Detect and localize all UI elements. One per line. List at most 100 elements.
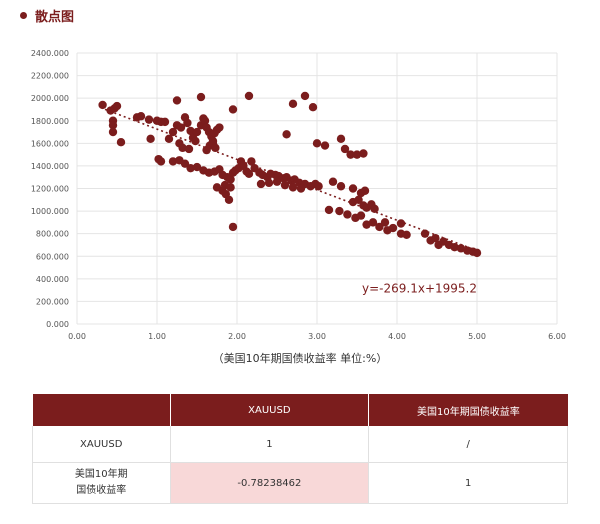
table-header-treasury: 美国10年期国债收益率 — [368, 394, 568, 426]
data-point — [288, 183, 298, 192]
x-tick-label: 2.00 — [228, 332, 246, 340]
data-point — [368, 218, 378, 227]
data-point — [108, 121, 118, 130]
data-point — [184, 144, 194, 154]
data-point — [282, 130, 291, 139]
y-tick-label: 1800.000 — [31, 117, 69, 126]
data-point — [348, 184, 358, 193]
data-point — [362, 220, 371, 229]
table-cell: 1 — [368, 462, 568, 504]
data-point — [354, 195, 363, 204]
data-point — [346, 150, 355, 159]
data-point — [328, 177, 338, 186]
y-tick-label: 1200.000 — [31, 185, 69, 194]
table-cell: / — [368, 426, 568, 463]
y-tick-label: 800.000 — [36, 230, 69, 239]
x-tick-label: 0.00 — [68, 332, 86, 340]
x-tick-label: 4.00 — [388, 332, 406, 340]
x-tick-label: 3.00 — [308, 332, 326, 340]
data-point — [296, 184, 306, 193]
y-tick-label: 0.000 — [46, 320, 69, 329]
bullet-dot-icon — [20, 11, 27, 19]
data-point — [343, 210, 352, 219]
data-point — [144, 115, 154, 124]
scatter-chart: 0.000 200.000 400.000 600.000 800.000 1000.00… — [31, 49, 566, 340]
section-title: 散点图 — [35, 9, 75, 25]
data-point — [178, 143, 187, 153]
data-point — [136, 112, 146, 121]
data-point — [226, 175, 235, 184]
data-point — [168, 157, 178, 166]
data-point — [472, 248, 482, 258]
data-point — [308, 103, 318, 112]
data-point — [456, 244, 466, 253]
data-point — [320, 141, 330, 150]
data-point — [98, 100, 107, 110]
row-label-treasury: 美国10年期 国债收益率 — [32, 462, 171, 504]
data-point — [192, 127, 202, 137]
data-point — [186, 163, 195, 173]
data-point — [160, 117, 170, 127]
data-point — [288, 99, 298, 109]
data-point — [196, 92, 206, 102]
data-point — [314, 182, 323, 191]
data-point — [180, 159, 190, 168]
y-tick-label: 1600.000 — [31, 139, 69, 148]
correlation-table: XAUUSD 美国10年期国债收益率 XAUUSD 1 / 美国10年期 国债收益… — [32, 394, 568, 504]
data-point — [324, 205, 334, 215]
data-point — [336, 182, 346, 191]
data-point — [388, 223, 398, 233]
data-point — [146, 134, 155, 144]
data-point — [402, 230, 411, 239]
y-tick-label: 400.000 — [36, 275, 69, 284]
data-point — [228, 222, 238, 232]
data-point — [176, 123, 186, 132]
data-point — [215, 123, 224, 132]
data-point — [224, 195, 234, 204]
data-point — [156, 157, 166, 166]
data-point — [200, 116, 210, 125]
data-point — [280, 180, 290, 190]
table-header-xauusd: XAUUSD — [170, 394, 370, 426]
data-point — [244, 91, 254, 101]
data-point — [300, 91, 310, 101]
data-point — [186, 126, 195, 136]
data-point — [191, 136, 200, 146]
data-point — [192, 162, 202, 172]
data-point — [370, 204, 379, 214]
trendline-equation: y=-269.1x+1995.2 — [362, 281, 477, 295]
row-label-xauusd: XAUUSD — [32, 426, 171, 463]
data-point — [420, 229, 430, 238]
y-tick-label: 2000.000 — [31, 94, 69, 103]
table-header-row: XAUUSD 美国10年期国债收益率 — [32, 394, 568, 426]
table-cell: 1 — [170, 426, 370, 463]
data-point — [172, 96, 182, 105]
x-tick-label: 6.00 — [548, 332, 566, 340]
data-point — [244, 169, 254, 179]
data-point — [264, 178, 274, 188]
data-point — [256, 179, 266, 189]
data-point — [112, 101, 122, 111]
y-tick-label: 2400.000 — [31, 49, 69, 58]
data-point — [336, 134, 346, 144]
table-row: XAUUSD 1 / — [32, 426, 568, 463]
data-point — [335, 206, 344, 216]
section-header: 散点图 — [20, 5, 74, 25]
data-point — [450, 243, 459, 252]
x-tick-label: 5.00 — [468, 332, 486, 340]
data-point — [226, 183, 235, 192]
y-tick-label: 1400.000 — [31, 162, 69, 171]
y-tick-label: 600.000 — [36, 252, 69, 261]
data-point — [228, 105, 238, 114]
data-point — [360, 186, 370, 195]
y-tick-label: 200.000 — [36, 297, 69, 306]
y-tick-label: 2200.000 — [31, 72, 69, 81]
data-point — [356, 211, 366, 220]
data-point — [340, 144, 350, 154]
table-header-corner — [32, 394, 171, 426]
data-point — [108, 127, 118, 137]
x-tick-label: 1.00 — [148, 332, 166, 340]
data-point — [164, 134, 174, 144]
y-tick-label: 1000.000 — [31, 207, 69, 216]
data-point — [116, 138, 126, 147]
